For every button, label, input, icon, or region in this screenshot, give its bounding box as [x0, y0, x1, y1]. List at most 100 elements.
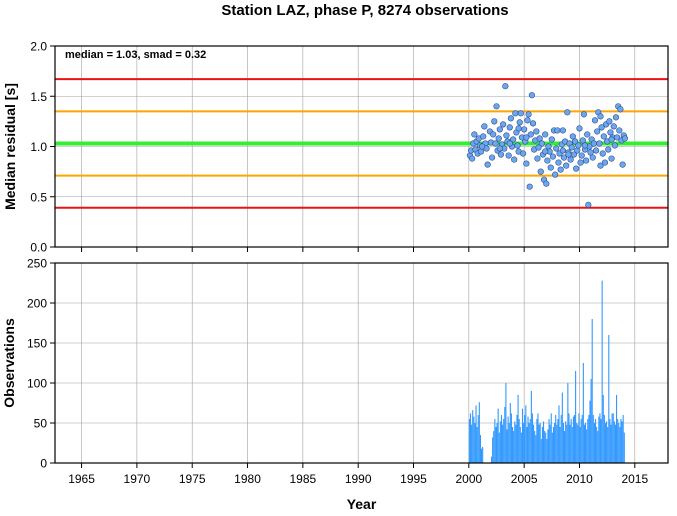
- histogram-bar: [523, 423, 525, 463]
- histogram-bar: [622, 415, 624, 463]
- histogram-bar: [476, 427, 478, 463]
- histogram-bar: [534, 431, 536, 463]
- histogram-bar: [578, 413, 580, 463]
- scatter-point: [536, 135, 543, 142]
- histogram-bar: [609, 419, 611, 463]
- histogram-bar: [565, 421, 567, 463]
- histogram-bar: [618, 423, 620, 463]
- histogram-bar: [613, 421, 615, 463]
- histogram-bar: [542, 421, 545, 463]
- scatter-point: [534, 155, 541, 162]
- histogram-bar: [586, 429, 588, 463]
- scatter-point: [517, 110, 524, 117]
- scatter-point: [554, 127, 561, 134]
- scatter-point: [496, 145, 503, 152]
- histogram-bar: [471, 424, 473, 463]
- histogram-bar: [507, 416, 509, 463]
- scatter-point: [608, 155, 615, 162]
- scatter-point: [516, 119, 523, 126]
- scatter-point: [589, 154, 596, 161]
- histogram-bar: [547, 429, 549, 463]
- scatter-point: [481, 123, 488, 130]
- histogram-bar: [597, 431, 599, 463]
- scatter-point: [594, 128, 601, 135]
- scatter-point: [555, 159, 562, 166]
- histogram-bar: [503, 419, 505, 463]
- scatter-point: [607, 129, 614, 136]
- scatter-point: [583, 157, 590, 164]
- histogram-bar: [570, 419, 572, 463]
- histogram-bar: [600, 419, 602, 463]
- histogram-bar: [604, 423, 607, 463]
- histogram-bar: [619, 427, 621, 463]
- histogram-bar: [538, 424, 540, 463]
- histogram-bar: [617, 419, 619, 463]
- histogram-bar: [481, 448, 483, 463]
- histogram-bar: [611, 413, 613, 463]
- bottom-ytick-label: 250: [27, 257, 47, 271]
- scatter-point: [515, 125, 522, 132]
- histogram-bar: [590, 379, 592, 463]
- histogram-bar: [568, 413, 570, 463]
- scatter-point: [581, 142, 589, 149]
- histogram-bar: [494, 419, 496, 463]
- histogram-bar: [551, 432, 553, 463]
- histogram-bar: [572, 416, 574, 463]
- histogram-bar: [509, 403, 511, 463]
- bottom-xtick-label: 1995: [400, 472, 427, 486]
- scatter-point: [560, 154, 568, 161]
- scatter-point: [575, 142, 582, 149]
- histogram-bar: [560, 415, 562, 463]
- histogram-bar: [608, 335, 610, 463]
- bottom-plot-frame: [54, 262, 669, 464]
- histogram-bar: [569, 424, 571, 463]
- histogram-bar: [598, 416, 600, 463]
- histogram-bar: [607, 427, 609, 463]
- histogram-bar: [500, 415, 503, 463]
- scatter-point: [611, 142, 618, 149]
- bottom-xtick-label: 2015: [621, 472, 648, 486]
- histogram-bar: [468, 419, 470, 463]
- scatter-point: [584, 131, 591, 138]
- scatter-point: [552, 171, 559, 178]
- scatter-point: [503, 132, 510, 139]
- bottom-ytick-label: 0: [40, 457, 47, 471]
- histogram-bar: [521, 408, 524, 463]
- scatter-point: [597, 162, 604, 169]
- scatter-point: [480, 133, 487, 140]
- bottom-xtick-label: 1970: [124, 472, 151, 486]
- histogram-bar: [580, 419, 582, 463]
- scatter-point: [614, 134, 621, 141]
- scatter-point: [525, 111, 532, 118]
- scatter-point: [495, 135, 502, 142]
- histogram-bar: [535, 435, 537, 463]
- top-panel: 0.0 0.5 1.0 1.5 2.0 median = 1.03, smad = 0.3…: [2, 40, 669, 255]
- bottom-xtick-label: 2005: [511, 472, 538, 486]
- scatter-point: [507, 115, 514, 122]
- histogram-bar: [513, 431, 515, 463]
- histogram-bar: [583, 424, 586, 463]
- bottom-panel: 0 50 100 150 200 250 1965 1970 1975 1980 1985 1990 1…: [1, 257, 669, 512]
- histogram-bar: [490, 456, 493, 463]
- histogram-bar: [563, 431, 566, 463]
- scatter-point: [548, 136, 555, 143]
- scatter-point: [526, 183, 533, 190]
- histogram-bar: [612, 413, 614, 463]
- histogram-bar: [525, 405, 527, 463]
- scatter-point: [621, 135, 628, 142]
- histogram-bar: [545, 432, 547, 463]
- histogram-bar: [510, 413, 512, 463]
- histogram-bar: [557, 419, 559, 463]
- scatter-point: [514, 142, 521, 149]
- histogram-bar: [533, 424, 535, 463]
- scatter-point: [506, 124, 513, 131]
- bottom-ytick-label: 50: [34, 417, 48, 431]
- scatter-point: [617, 106, 624, 113]
- scatter-point: [606, 118, 613, 125]
- bottom-xtick-label: 1990: [345, 472, 372, 486]
- histogram-bar: [502, 424, 504, 463]
- bottom-ytick-label: 150: [27, 337, 47, 351]
- scatter-point: [543, 180, 550, 187]
- scatter-point: [610, 123, 617, 130]
